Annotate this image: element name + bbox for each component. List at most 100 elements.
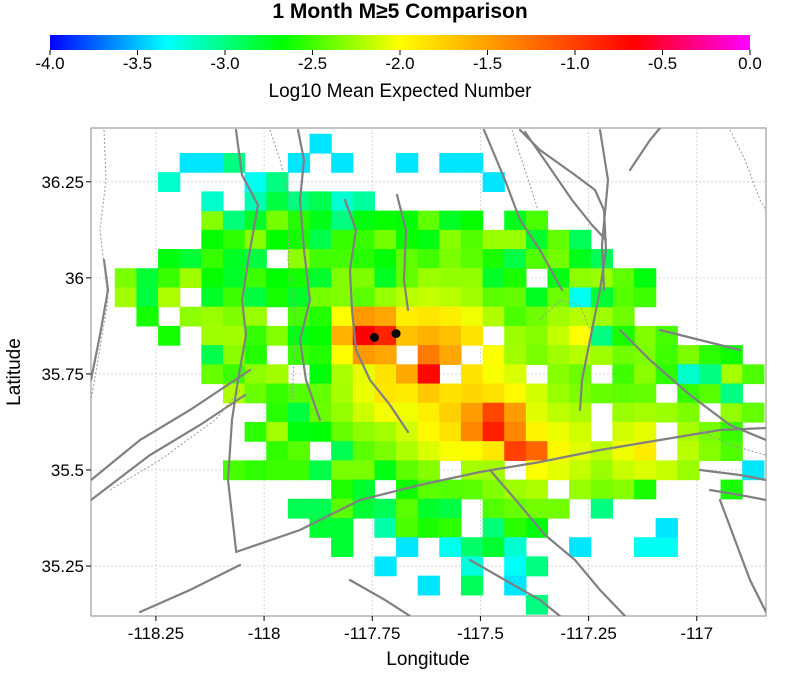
- heatmap-cell: [612, 345, 635, 365]
- heatmap-cell: [482, 383, 505, 404]
- heatmap-cell: [352, 383, 376, 404]
- heatmap-cell: [244, 287, 267, 308]
- heatmap-cell: [417, 460, 440, 481]
- colorbar-tick-label: -4.0: [35, 54, 64, 73]
- heatmap-cell: [547, 498, 570, 519]
- colorbar: [50, 35, 750, 50]
- heatmap-cell: [266, 460, 289, 481]
- heatmap-cell: [612, 325, 635, 346]
- heatmap-cell: [569, 460, 592, 481]
- heatmap-cell: [460, 249, 484, 269]
- heatmap-cell: [547, 364, 570, 385]
- heatmap-cell: [460, 460, 484, 481]
- heatmap-cell: [547, 325, 570, 346]
- y-axis-ticks: 35.25 35.5 35.75 36 36.25: [41, 173, 91, 576]
- heatmap-cell: [396, 325, 419, 346]
- heatmap-cell: [287, 402, 311, 423]
- heatmap-cell: [612, 402, 635, 423]
- border-line: [729, 129, 766, 211]
- heatmap-cell: [569, 268, 592, 289]
- heatmap-cell: [309, 498, 332, 519]
- heatmap-cell: [547, 229, 570, 250]
- heatmap-cell: [396, 441, 419, 461]
- heatmap-cell: [287, 287, 311, 308]
- chart-title: 1 Month M≥5 Comparison: [272, 0, 527, 23]
- heatmap-cell: [201, 287, 224, 308]
- heatmap-cell: [309, 133, 332, 154]
- colorbar-ticks: -4.0 -3.5 -3.0 -2.5 -2.0 -1.5 -1.0 -0.5 0.0: [35, 50, 762, 73]
- heatmap-cell: [612, 460, 635, 481]
- heatmap-cell: [525, 421, 549, 442]
- heatmap-cell: [396, 479, 419, 500]
- heatmap-cell: [460, 364, 484, 385]
- heatmap-cell: [287, 268, 311, 289]
- heatmap-cell: [136, 287, 159, 308]
- heatmap-cell: [525, 210, 549, 231]
- heatmap-cell: [374, 229, 397, 250]
- heatmap-cell: [266, 421, 289, 442]
- heatmap-cell: [417, 498, 440, 519]
- heatmap-cell: [439, 383, 462, 404]
- fault-line: [343, 198, 410, 434]
- heatmap-cell: [244, 172, 267, 193]
- heatmap-cell: [439, 287, 462, 308]
- heatmap-cell: [266, 402, 289, 423]
- heatmap-cell: [222, 460, 246, 481]
- heatmap-cell: [634, 287, 657, 308]
- heatmap-cell: [482, 306, 505, 327]
- heatmap-cell: [547, 287, 570, 308]
- heatmap-cell: [525, 441, 549, 461]
- fault-line: [518, 128, 608, 412]
- fault-line: [658, 328, 742, 352]
- heatmap-cell: [266, 229, 289, 250]
- heatmap-cell: [590, 460, 613, 481]
- border-line: [699, 429, 766, 456]
- heatmap-cell: [244, 268, 267, 289]
- heatmap-cell: [331, 518, 354, 538]
- heatmap-cell: [396, 518, 419, 538]
- fault-line: [482, 128, 564, 292]
- heatmap-cells: [114, 133, 765, 615]
- heatmap-cell: [352, 249, 376, 269]
- heatmap-cell: [331, 325, 354, 346]
- heatmap-cell: [525, 460, 549, 481]
- fault-line: [226, 128, 260, 552]
- heatmap-cell: [504, 287, 527, 308]
- heatmap-cell: [287, 191, 311, 212]
- heatmap-cell: [547, 441, 570, 461]
- heatmap-cell: [309, 460, 332, 481]
- heatmap-cell: [179, 306, 202, 327]
- heatmap-cell: [396, 537, 419, 558]
- heatmap-cell: [525, 594, 549, 615]
- heatmap-cell: [179, 249, 202, 269]
- heatmap-cell: [331, 364, 354, 385]
- heatmap-cell: [331, 249, 354, 269]
- heatmap-cell: [352, 498, 376, 519]
- heatmap-cell: [720, 364, 743, 385]
- fault-line: [523, 130, 608, 242]
- event-point: [369, 332, 379, 342]
- heatmap-cell: [396, 402, 419, 423]
- fault-line: [598, 128, 610, 292]
- heatmap-cell: [266, 268, 289, 289]
- heatmap-cell: [158, 268, 181, 289]
- heatmap-cell: [417, 364, 440, 385]
- heatmap-cell: [114, 268, 138, 289]
- heatmap-cell: [504, 249, 527, 269]
- heatmap-cell: [417, 249, 440, 269]
- heatmap-cell: [525, 306, 549, 327]
- heatmap-cell: [417, 287, 440, 308]
- x-tick-label: -117.25: [560, 624, 616, 643]
- heatmap-cell: [266, 441, 289, 461]
- heatmap-cell: [396, 460, 419, 481]
- heatmap-cell: [677, 421, 700, 442]
- heatmap-cell: [460, 268, 484, 289]
- heatmap-cell: [634, 325, 657, 346]
- heatmap-cell: [504, 441, 527, 461]
- heatmap-cell: [309, 229, 332, 250]
- heatmap-cell: [352, 441, 376, 461]
- heatmap-cell: [698, 441, 722, 461]
- heatmap-cell: [655, 537, 678, 558]
- heatmap-cell: [396, 152, 419, 173]
- heatmap-cell: [439, 518, 462, 538]
